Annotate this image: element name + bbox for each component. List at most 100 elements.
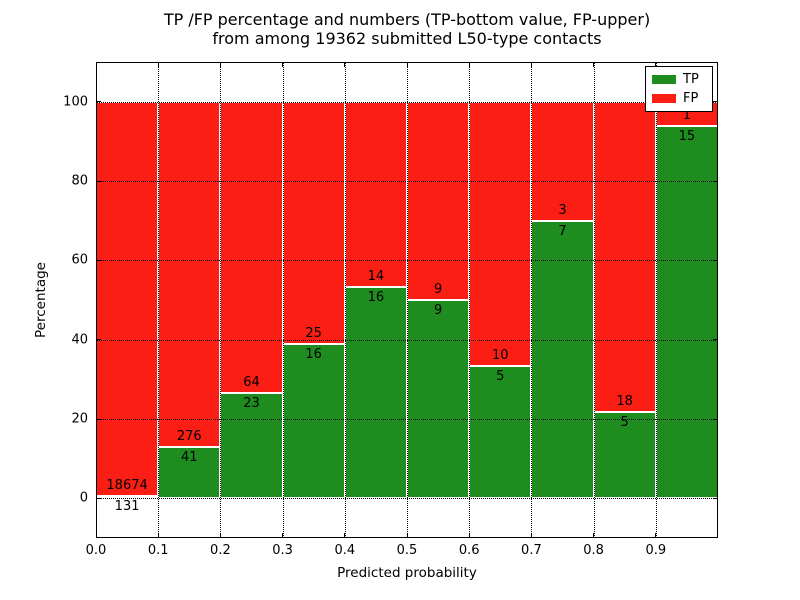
- bar-label-fp-5: 9: [433, 282, 443, 297]
- y-tick-right-0: [713, 497, 718, 499]
- x-tick-bottom-0: [95, 533, 97, 538]
- y-tick-left-0: [96, 497, 101, 499]
- bar-segment-fp-5: [407, 101, 470, 300]
- x-tick-label-0.1: 0.1: [147, 543, 169, 558]
- y-tick-left-60: [96, 259, 101, 261]
- bar-label-tp-4: 16: [367, 289, 385, 305]
- bar-segment-tp-9: [655, 126, 718, 499]
- x-tick-top-0.9: [655, 62, 657, 67]
- x-tick-bottom-0.7: [530, 533, 532, 538]
- bar-label-tp-7: 7: [558, 223, 567, 239]
- gridline-x-0.7: [531, 62, 533, 538]
- gridline-x-0.8: [593, 62, 595, 538]
- bar-segment-fp-7: [531, 101, 594, 221]
- gridline-x-0.9: [655, 62, 657, 538]
- gridline-x-0.5: [407, 62, 408, 538]
- bar-segment-tp-4: [344, 286, 407, 499]
- x-tick-top-0.7: [530, 62, 532, 67]
- y-tick-label-20: 20: [71, 411, 88, 427]
- legend-item-tp: TP: [652, 72, 706, 87]
- x-tick-top-0.8: [593, 62, 595, 67]
- bar-segment-tp-5: [407, 300, 470, 499]
- bar-label-fp-0: 18674: [106, 477, 148, 493]
- bar-label-fp-3: 25: [305, 325, 322, 341]
- bar-label-tp-9: 15: [678, 129, 696, 145]
- y-tick-right-20: [713, 418, 718, 420]
- y-tick-label-40: 40: [71, 332, 88, 348]
- chart-title-line2: from among 19362 submitted L50-type cont…: [212, 29, 602, 48]
- legend-swatch-fp: [652, 94, 676, 103]
- gridline-x-0.6: [469, 62, 471, 538]
- x-tick-top-0.4: [344, 62, 346, 67]
- bar-segment-tp-7: [531, 220, 594, 499]
- y-tick-right-60: [713, 259, 718, 261]
- gridline-x-0.3: [282, 62, 284, 538]
- bar-label-tp-1: 41: [181, 450, 198, 466]
- bar-label-tp-8: 5: [620, 415, 629, 431]
- bar-label-fp-1: 276: [176, 429, 202, 445]
- x-tick-label-0.9: 0.9: [645, 543, 667, 558]
- x-tick-bottom-0.6: [468, 533, 470, 538]
- plot-area: 18674 131 276 41 64 23 25 16 14 16 9 9 10 5 3 7 18 5 1 15: [95, 62, 718, 538]
- gridline-x-0.2: [220, 62, 222, 538]
- x-tick-bottom-0.2: [219, 533, 221, 538]
- y-tick-left-100: [96, 101, 101, 103]
- y-tick-right-100: [713, 101, 718, 103]
- legend-label-tp: TP: [683, 72, 699, 87]
- gridline-x-0.1: [158, 62, 160, 538]
- x-tick-bottom-0.3: [282, 533, 284, 538]
- x-tick-label-0.2: 0.2: [210, 543, 231, 558]
- y-axis-label: Percentage: [33, 262, 49, 338]
- bar-label-tp-6: 5: [496, 369, 505, 385]
- x-tick-label-0.7: 0.7: [521, 543, 542, 558]
- y-tick-right-40: [713, 339, 718, 341]
- x-tick-bottom-0.9: [655, 533, 657, 538]
- bar-segment-fp-0: [96, 101, 159, 496]
- bar-segment-tp-2: [220, 393, 283, 499]
- x-tick-top-0.1: [157, 62, 159, 67]
- x-tick-bottom-0.5: [406, 533, 408, 538]
- x-tick-bottom-0.8: [593, 533, 595, 538]
- bar-label-tp-0: 131: [114, 498, 140, 514]
- bar-segment-fp-3: [282, 101, 345, 344]
- y-tick-label-60: 60: [71, 252, 88, 268]
- y-tick-left-20: [96, 418, 101, 420]
- x-tick-label-0.5: 0.5: [396, 543, 418, 558]
- x-tick-top-0.6: [468, 62, 470, 67]
- x-tick-label-0.8: 0.8: [583, 543, 604, 558]
- bar-segment-tp-1: [158, 447, 221, 499]
- bar-segment-fp-8: [593, 101, 656, 413]
- bar-label-fp-8: 18: [616, 394, 633, 410]
- bar-segment-fp-6: [469, 101, 532, 367]
- x-tick-top-0.2: [219, 62, 221, 67]
- x-tick-label-0.6: 0.6: [458, 543, 480, 558]
- bar-segment-tp-6: [469, 366, 532, 499]
- chart-title-line1: TP /FP percentage and numbers (TP-bottom…: [163, 10, 651, 29]
- y-tick-label-80: 80: [71, 173, 88, 189]
- y-tick-label-100: 100: [63, 94, 88, 110]
- legend-swatch-tp: [652, 75, 676, 84]
- x-tick-top-0.3: [282, 62, 284, 67]
- bar-label-fp-2: 64: [243, 375, 260, 391]
- x-tick-bottom-0.1: [157, 533, 159, 538]
- bar-label-fp-7: 3: [558, 202, 567, 218]
- bar-label-tp-5: 9: [433, 303, 443, 318]
- bar-segment-fp-4: [344, 101, 407, 287]
- y-tick-right-80: [713, 180, 718, 182]
- x-tick-label-0.3: 0.3: [272, 543, 293, 558]
- x-tick-bottom-0.4: [344, 533, 346, 538]
- legend-label-fp: FP: [683, 91, 699, 106]
- bar-segment-fp-2: [220, 101, 283, 394]
- chart-title: TP /FP percentage and numbers (TP-bottom…: [96, 10, 718, 48]
- legend-item-fp: FP: [652, 91, 706, 106]
- y-tick-left-80: [96, 180, 101, 182]
- legend: TP FP: [645, 66, 713, 112]
- x-tick-label-0.4: 0.4: [334, 543, 356, 558]
- gridline-x-0.4: [344, 62, 346, 538]
- y-tick-label-0: 0: [79, 490, 88, 506]
- y-tick-left-40: [96, 339, 101, 341]
- bar-label-fp-4: 14: [367, 268, 385, 284]
- x-tick-top-0.5: [406, 62, 408, 67]
- bar-segment-tp-3: [282, 343, 345, 499]
